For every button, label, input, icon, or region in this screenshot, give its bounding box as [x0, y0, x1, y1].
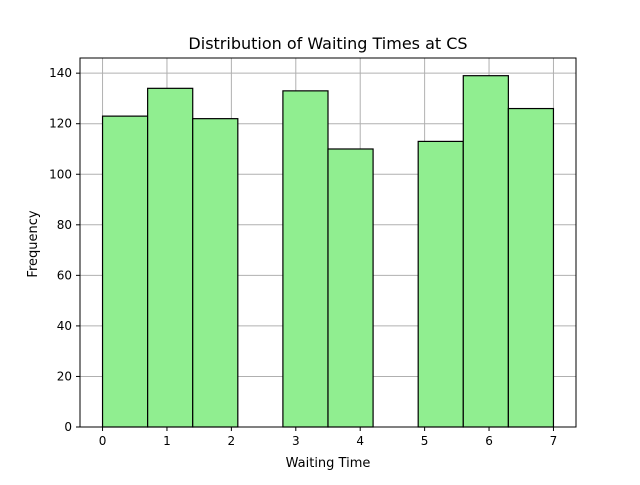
- ticks-layer: 0 1 2 3 4 5 6 7 0 20 40 60 80 100 120 140: [49, 66, 557, 448]
- x-tick-label: 3: [292, 434, 300, 448]
- histogram-bar: [147, 87, 194, 428]
- x-tick-label: 6: [485, 434, 493, 448]
- y-tick-label: 20: [57, 369, 72, 383]
- y-tick-label: 0: [64, 420, 72, 434]
- histogram-bar: [282, 90, 329, 428]
- x-tick-label: 1: [163, 434, 171, 448]
- y-tick-label: 80: [57, 218, 72, 232]
- histogram-bar: [507, 107, 555, 428]
- bars-layer: [101, 75, 555, 428]
- y-tick-label: 100: [49, 167, 72, 181]
- histogram-bar: [327, 148, 374, 428]
- chart-title: Distribution of Waiting Times at CS: [188, 34, 467, 53]
- axes-layer: [79, 57, 577, 428]
- x-tick-label: 7: [550, 434, 558, 448]
- x-tick-label: 4: [356, 434, 364, 448]
- x-tick-label: 2: [228, 434, 236, 448]
- y-tick-label: 120: [49, 117, 72, 131]
- histogram-bar: [462, 75, 509, 428]
- y-tick-label: 140: [49, 66, 72, 80]
- histogram-bar: [417, 140, 464, 428]
- y-tick-label: 40: [57, 319, 72, 333]
- x-tick-label: 5: [421, 434, 429, 448]
- histogram-bar: [101, 115, 149, 428]
- y-tick-label: 60: [57, 268, 72, 282]
- x-axis-label: Waiting Time: [286, 456, 371, 471]
- plot-frame: [79, 57, 577, 428]
- histogram-bar: [192, 118, 239, 428]
- x-tick-label: 0: [99, 434, 107, 448]
- y-axis-label: Frequency: [26, 210, 41, 277]
